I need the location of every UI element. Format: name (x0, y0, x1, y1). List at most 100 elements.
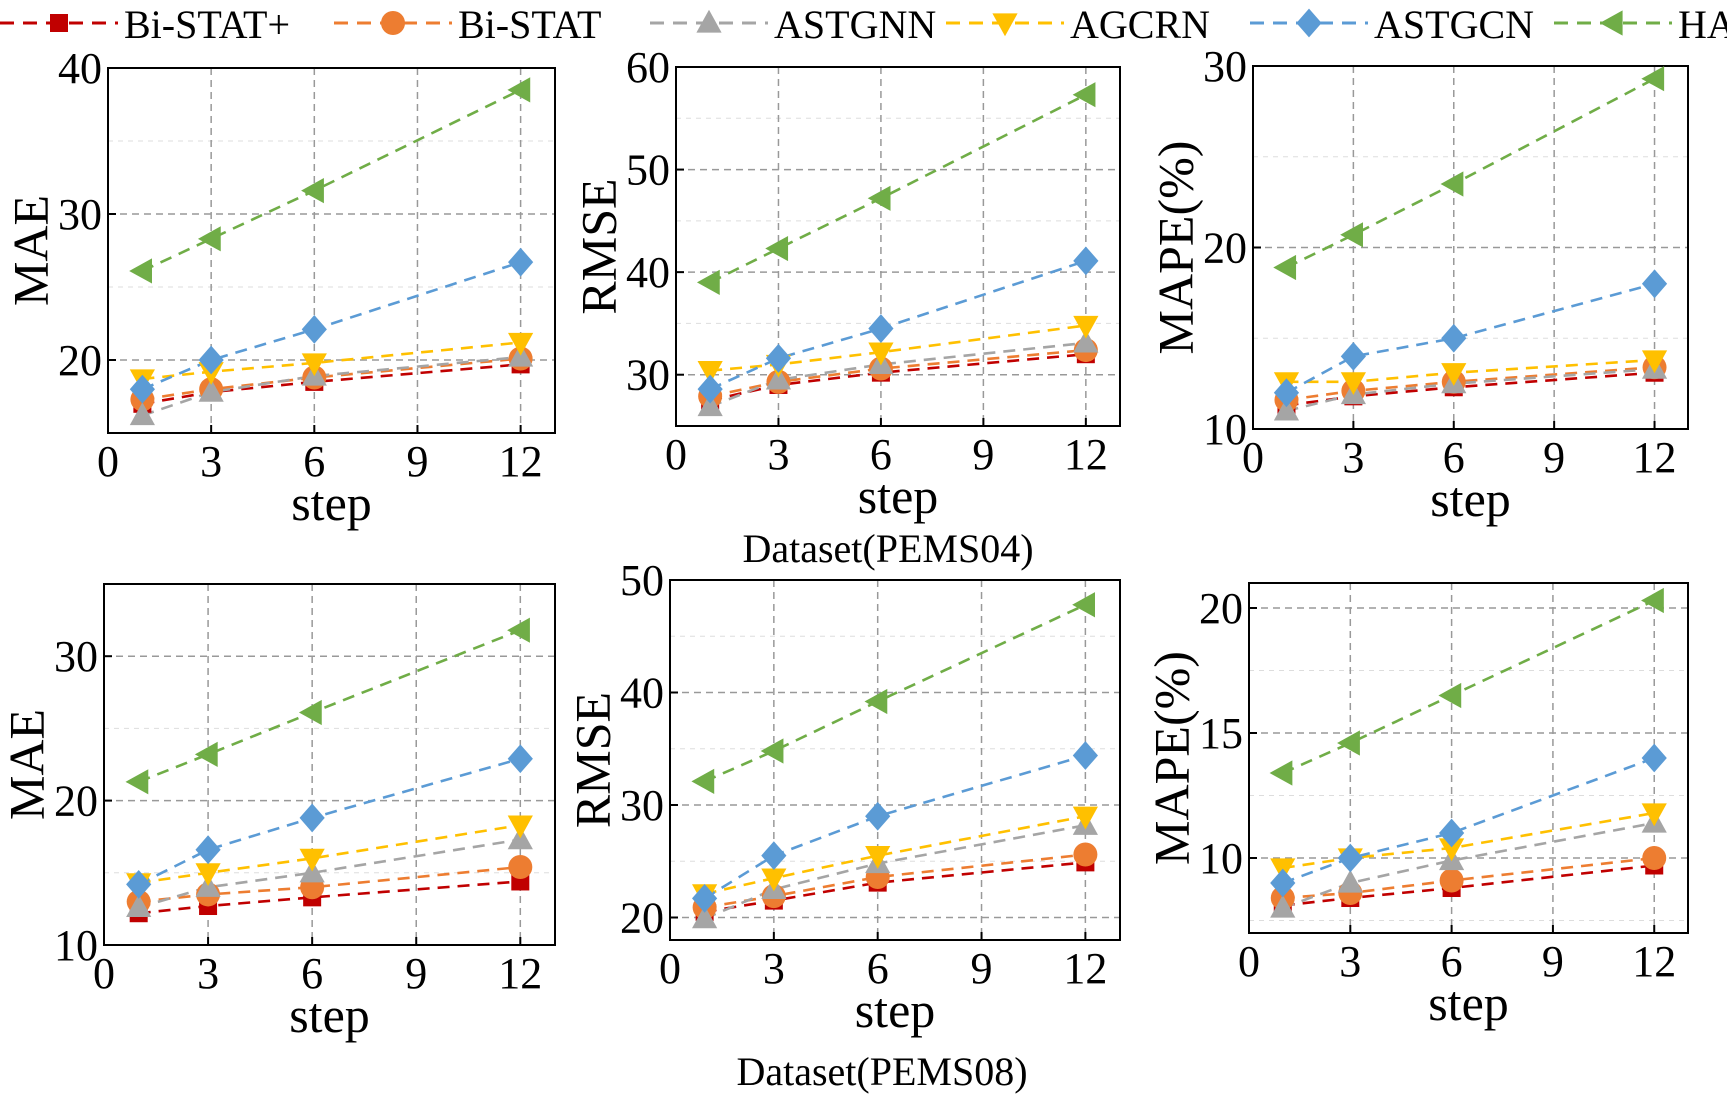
series-line-agcrn (704, 814, 1086, 896)
series-line-agcrn (710, 324, 1087, 372)
x-axis-label: step (291, 475, 372, 531)
series-line-bi-stat- (704, 861, 1086, 914)
data-point-astgcn (1073, 246, 1099, 276)
data-point-agcrn (868, 342, 894, 366)
y-tick-label: 10 (1199, 834, 1243, 883)
legend-label: Bi-STAT (458, 2, 601, 47)
data-point-ha (197, 226, 221, 252)
legend-marker (50, 14, 68, 32)
x-tick-label: 3 (197, 949, 219, 998)
legend-marker (696, 9, 722, 33)
series-line-astgnn (141, 355, 521, 417)
data-point-astgcn (1072, 741, 1098, 770)
x-tick-label: 3 (1339, 937, 1361, 986)
y-axis-label: MAPE(%) (1147, 141, 1203, 355)
series-line-bi-stat (709, 348, 1086, 398)
data-point-agcrn (299, 848, 325, 872)
data-point-ha (1269, 760, 1293, 786)
legend-marker (992, 13, 1018, 37)
legend-marker (381, 11, 405, 35)
series-line-ha (141, 88, 522, 273)
data-point-astgnn (129, 402, 155, 426)
x-tick-label: 12 (498, 949, 542, 998)
data-point-astgnn (1073, 329, 1099, 353)
y-axis-label: RMSE (570, 178, 626, 314)
series-line-astgnn (1282, 821, 1655, 910)
x-axis-label: step (1430, 471, 1511, 527)
series-line-ha (1282, 599, 1655, 775)
series-line-agcrn (1282, 811, 1655, 870)
series-line-bi-stat (1282, 856, 1655, 900)
data-point-astgnn (126, 894, 152, 918)
series-line-ha (709, 93, 1087, 284)
x-axis-label: step (1428, 975, 1509, 1031)
data-point-astgnn (1337, 869, 1363, 893)
data-point-astgcn (1439, 818, 1465, 848)
data-point-astgcn (301, 314, 327, 344)
x-tick-label: 3 (200, 437, 222, 486)
x-tick-label: 6 (301, 949, 323, 998)
data-point-astgcn (299, 803, 325, 833)
data-point-astgcn (1641, 269, 1668, 299)
legend-entry-4: AGCRN (946, 2, 1210, 47)
x-axis-label: step (855, 982, 936, 1038)
plot-frame (103, 583, 556, 946)
data-point-ha (765, 235, 789, 262)
series-line-bi-stat- (138, 880, 521, 915)
data-point-ha (301, 178, 324, 204)
data-point-astgnn (765, 366, 792, 390)
data-point-ha (864, 688, 888, 715)
data-point-astgcn (195, 835, 221, 865)
data-point-astgnn (697, 393, 723, 417)
legend-entry-6: HA (1554, 2, 1727, 47)
data-point-agcrn (697, 361, 723, 384)
data-point-bi-stat (1439, 868, 1464, 893)
legend-entry-3: ASTGNN (650, 2, 936, 47)
data-point-ha (1273, 254, 1297, 281)
data-point-astgcn (765, 343, 792, 373)
y-tick-label: 30 (620, 781, 664, 830)
dataset-label-pems08: Dataset(PEMS08) (736, 1049, 1027, 1094)
data-point-agcrn (195, 863, 221, 886)
data-point-astgcn (865, 801, 891, 831)
y-tick-label: 30 (54, 632, 98, 681)
data-point-ha (1440, 171, 1464, 197)
data-point-ha (1072, 592, 1095, 618)
data-point-astgcn (692, 883, 718, 913)
x-tick-label: 9 (972, 430, 994, 479)
data-point-ha (696, 269, 720, 295)
x-tick-label: 0 (1242, 433, 1264, 482)
series-line-astgnn (709, 341, 1086, 408)
series-line-astgnn (1286, 367, 1655, 413)
x-tick-label: 0 (97, 437, 119, 486)
series-line-bi-stat (704, 853, 1086, 909)
y-tick-label: 60 (626, 43, 670, 92)
x-tick-label: 6 (867, 944, 889, 993)
x-tick-label: 12 (1633, 433, 1677, 482)
x-tick-label: 0 (1238, 937, 1260, 986)
x-tick-label: 6 (1441, 937, 1463, 986)
data-point-astgcn (868, 314, 894, 343)
data-point-agcrn (1340, 372, 1366, 396)
data-point-astgcn (507, 744, 533, 774)
x-tick-label: 12 (1063, 944, 1107, 993)
data-point-ha (1340, 222, 1363, 248)
y-tick-label: 40 (620, 669, 664, 718)
x-tick-label: 9 (405, 949, 427, 998)
y-tick-label: 30 (626, 351, 670, 400)
legend-marker (1296, 8, 1322, 38)
data-point-bi-stat (508, 855, 533, 880)
data-point-agcrn (1641, 803, 1667, 827)
x-tick-label: 0 (93, 949, 115, 998)
data-point-ha (1641, 587, 1664, 614)
data-point-agcrn (1072, 806, 1098, 830)
chart-pems04-mae: 0 3 6 9 12 20 30 40 step MAE (2, 44, 556, 531)
y-tick-label: 20 (54, 777, 98, 826)
data-point-ha (125, 769, 149, 795)
plot-frame (107, 67, 556, 434)
series-line-bi-stat- (1282, 864, 1655, 907)
data-point-ha (507, 617, 530, 643)
data-point-ha (691, 768, 715, 794)
data-point-agcrn (301, 353, 327, 377)
data-point-astgcn (1340, 342, 1366, 371)
